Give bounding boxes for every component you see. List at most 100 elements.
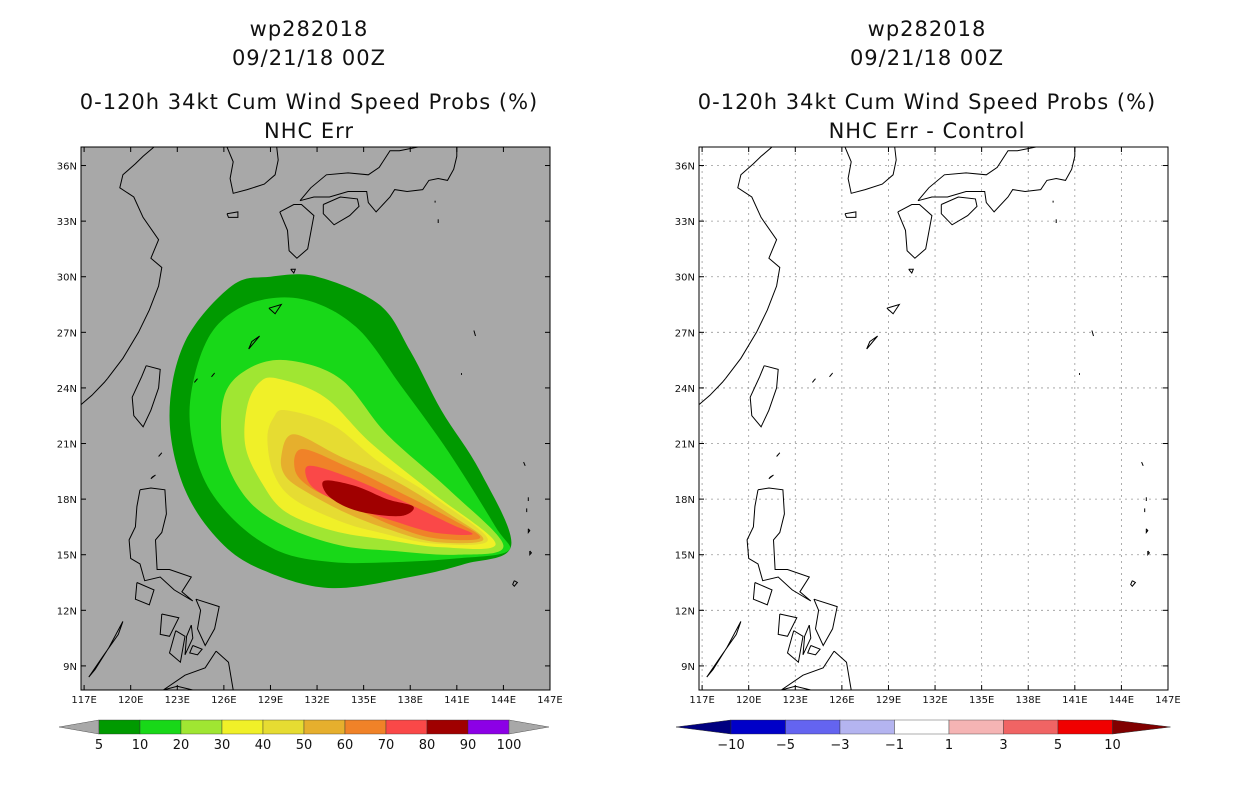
lon-tick-label: 141E bbox=[444, 695, 469, 706]
coastline-segment bbox=[299, 147, 458, 213]
colorbar-upper-arrow bbox=[508, 719, 550, 735]
lon-tick-label: 147E bbox=[537, 695, 562, 706]
colorbar-label: 60 bbox=[337, 738, 354, 753]
colorbar-swatch bbox=[1057, 719, 1113, 735]
coastline-segment bbox=[802, 624, 812, 656]
right-gridlines bbox=[699, 147, 1168, 690]
lat-tick-label: 33N bbox=[675, 217, 695, 228]
coastline-segment bbox=[786, 630, 804, 664]
coastline-segment bbox=[248, 335, 260, 350]
coastline-segment bbox=[917, 147, 1037, 202]
lat-tick-label: 21N bbox=[675, 440, 695, 451]
coastline-segment bbox=[908, 268, 915, 274]
coastline-segment bbox=[88, 621, 124, 678]
coastline-segment bbox=[706, 621, 742, 678]
lat-tick-label: 33N bbox=[57, 217, 77, 228]
coastline-segment bbox=[807, 645, 821, 656]
colorbar-label: 90 bbox=[460, 738, 477, 753]
lon-tick-label: 123E bbox=[165, 695, 190, 706]
lon-tick-label: 144E bbox=[1109, 695, 1134, 706]
colorbar-upper-arrow bbox=[1112, 719, 1171, 735]
colorbar-label: −1 bbox=[885, 738, 904, 753]
coastline-segment bbox=[1147, 550, 1151, 557]
left-coastlines bbox=[81, 147, 533, 690]
lon-tick-label: 129E bbox=[876, 695, 901, 706]
left-map-panel: 117E 120E 123E 126E 129E 132E 135E 138E 141E 144E… bbox=[57, 146, 563, 753]
right-storm-id: wp282018 bbox=[867, 17, 987, 41]
coastline-segment bbox=[211, 372, 215, 378]
coastline-segment bbox=[829, 372, 833, 378]
lat-tick-label: 12N bbox=[57, 606, 77, 617]
lon-tick-label: 147E bbox=[1155, 695, 1180, 706]
coastline-segment bbox=[1091, 330, 1094, 337]
coastline-segment bbox=[752, 582, 773, 606]
lon-tick-label: 132E bbox=[304, 695, 329, 706]
right-colorbar: −10 −5 −3 −1 1 3 5 10 bbox=[675, 719, 1171, 753]
colorbar-label: 40 bbox=[255, 738, 272, 753]
lon-tick-label: 117E bbox=[71, 695, 96, 706]
colorbar-label: 3 bbox=[999, 738, 1007, 753]
colorbar-label: 30 bbox=[214, 738, 231, 753]
probability-contour-80 bbox=[322, 480, 414, 517]
coastline-segment bbox=[897, 204, 933, 259]
colorbar-swatch bbox=[839, 719, 895, 735]
coastline-segment bbox=[812, 378, 816, 383]
coastline-segment bbox=[195, 598, 220, 647]
coastline-segment bbox=[781, 650, 852, 690]
coastline-segment bbox=[159, 613, 180, 637]
left-map-frame bbox=[80, 146, 551, 691]
lon-tick-label: 138E bbox=[398, 695, 423, 706]
coastline-segment bbox=[322, 196, 360, 226]
lon-tick-label: 135E bbox=[351, 695, 376, 706]
colorbar-label: 1 bbox=[945, 738, 953, 753]
lat-tick-label: 21N bbox=[57, 440, 77, 451]
coastline-segment bbox=[1141, 461, 1144, 466]
lon-tick-label: 123E bbox=[783, 695, 808, 706]
coastline-segment bbox=[699, 378, 726, 405]
coastline-segment bbox=[866, 335, 878, 350]
left-probability-contours bbox=[169, 274, 512, 589]
colorbar-label: 10 bbox=[1104, 738, 1121, 753]
lon-tick-label: 117E bbox=[689, 695, 714, 706]
right-axis-ticks: 117E 120E 123E 126E 129E 132E 135E 138E 141E 144E… bbox=[675, 147, 1181, 706]
lat-tick-label: 18N bbox=[57, 495, 77, 506]
coastline-segment bbox=[725, 147, 781, 380]
lon-tick-label: 132E bbox=[922, 695, 947, 706]
colorbar-label: 80 bbox=[419, 738, 436, 753]
lat-tick-label: 12N bbox=[675, 606, 695, 617]
lon-tick-label: 135E bbox=[969, 695, 994, 706]
lat-tick-label: 9N bbox=[681, 662, 695, 673]
coastline-segment bbox=[226, 211, 239, 218]
lat-tick-label: 18N bbox=[675, 495, 695, 506]
coastline-segment bbox=[473, 330, 476, 337]
coastline-segment bbox=[813, 598, 838, 647]
left-colorbar: 5 10 20 30 40 50 60 70 80 90 100 bbox=[58, 719, 550, 753]
lat-tick-label: 24N bbox=[675, 384, 695, 395]
coastline-segment bbox=[746, 487, 812, 602]
coastline-segment bbox=[279, 204, 315, 259]
coastline-segment bbox=[527, 528, 531, 534]
coastline-segment bbox=[131, 365, 161, 428]
right-datetime: 09/21/18 00Z bbox=[849, 46, 1005, 70]
lat-tick-label: 27N bbox=[57, 328, 77, 339]
lat-tick-label: 36N bbox=[675, 162, 695, 173]
lat-tick-label: 30N bbox=[57, 273, 77, 284]
right-coastlines bbox=[699, 147, 1151, 690]
lat-tick-label: 27N bbox=[675, 328, 695, 339]
lon-tick-label: 138E bbox=[1016, 695, 1041, 706]
colorbar-label: −5 bbox=[776, 738, 795, 753]
left-product-title: 0-120h 34kt Cum Wind Speed Probs (%) bbox=[79, 90, 539, 114]
colorbar-swatch bbox=[730, 719, 786, 735]
coastline-segment bbox=[844, 211, 857, 218]
colorbar-label: 5 bbox=[95, 738, 103, 753]
lat-tick-label: 24N bbox=[57, 384, 77, 395]
coastline-segment bbox=[81, 378, 108, 405]
right-map-frame bbox=[698, 146, 1169, 691]
coastline-segment bbox=[940, 196, 978, 226]
coastline-segment bbox=[158, 452, 163, 457]
coastline-segment bbox=[776, 452, 781, 457]
colorbar-swatch bbox=[894, 719, 950, 735]
coastline-segment bbox=[777, 613, 798, 637]
lon-tick-label: 129E bbox=[258, 695, 283, 706]
